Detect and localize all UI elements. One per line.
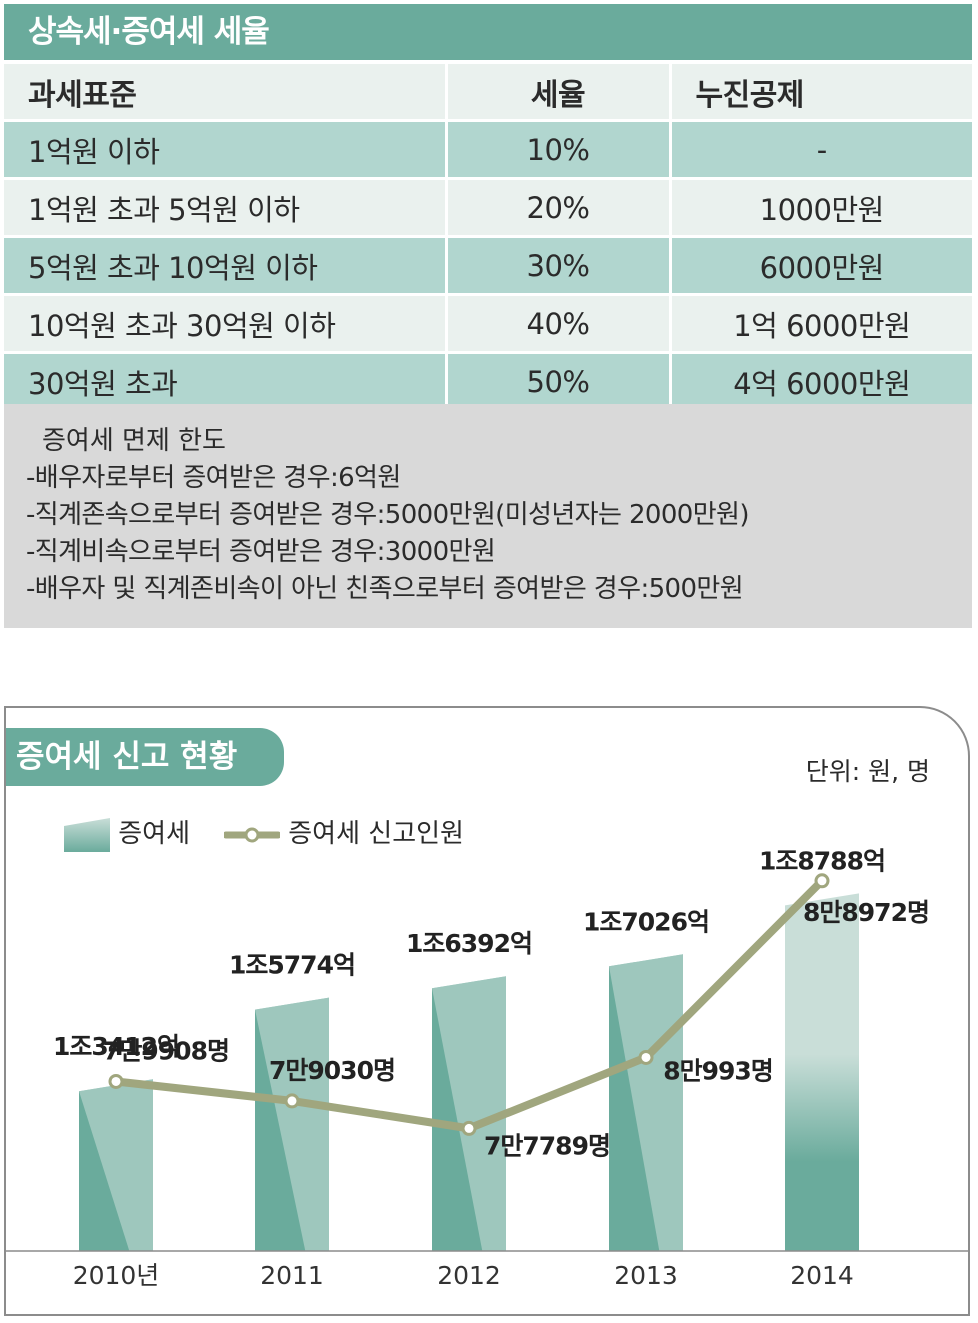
cell-base: 5억원 초과 10억원 이하 [4, 236, 448, 296]
bar [432, 976, 506, 1251]
line-point [461, 1120, 477, 1136]
tax-table-title: 상속세·증여세 세율 [4, 4, 972, 60]
line-value-label: 8만8972명 [803, 898, 929, 927]
bar [79, 1079, 153, 1251]
bar-body [785, 893, 859, 1251]
legend-label-line: 증여세 신고인원 [288, 819, 464, 849]
header-rate: 세율 [446, 64, 672, 122]
cell-rate: 50% [446, 352, 672, 412]
cell-deduction: 1억 6000만원 [670, 294, 972, 354]
bar-highlight [79, 1079, 153, 1251]
line-point [284, 1093, 300, 1109]
line-point [108, 1073, 124, 1089]
cell-deduction: 6000만원 [670, 236, 972, 296]
cell-base: 10억원 초과 30억원 이하 [4, 294, 448, 354]
bar-highlight [609, 954, 683, 1251]
bar-value-label: 1조8788억 [759, 846, 885, 875]
bars-layer [79, 893, 859, 1251]
x-tick-label: 2013 [614, 1261, 678, 1290]
labels-layer: 1조3412억 2010년 1조5774억 2011 1조6392억 2012 1조7026… [53, 846, 930, 1290]
note-line: -배우자로부터 증여받은 경우:6억원 [26, 463, 401, 493]
cell-rate: 30% [446, 236, 672, 296]
x-tick-label: 2014 [790, 1261, 854, 1290]
cell-deduction: 4억 6000만원 [670, 352, 972, 412]
cell-deduction: - [670, 120, 972, 180]
note-line: -직계비속으로부터 증여받은 경우:3000만원 [26, 537, 496, 567]
header-base: 과세표준 [4, 64, 448, 122]
note-line: -배우자 및 직계존비속이 아닌 친족으로부터 증여받은 경우:500만원 [26, 574, 744, 604]
bar [609, 954, 683, 1251]
note-title: 증여세 면제 한도 [42, 426, 226, 456]
cell-base: 1억원 초과 5억원 이하 [4, 178, 448, 238]
cell-rate: 10% [446, 120, 672, 180]
legend-label-bar: 증여세 [118, 819, 191, 849]
cell-deduction: 1000만원 [670, 178, 972, 238]
header-deduction: 누진공제 [670, 64, 972, 122]
table-row: 1억원 이하 10% - [4, 120, 972, 180]
legend-bar-swatch [64, 817, 110, 852]
bar [255, 997, 329, 1251]
legend-line-swatch [222, 827, 282, 842]
x-tick-label: 2012 [437, 1261, 501, 1290]
tax-rate-panel: 상속세·증여세 세율 과세표준 세율 누진공제 1억원 이하 10% - 1억원… [4, 4, 972, 628]
table-row: 1억원 초과 5억원 이하 20% 1000만원 [4, 178, 972, 238]
cell-base: 1억원 이하 [4, 120, 448, 180]
line-value-label: 7만7789명 [484, 1131, 610, 1160]
line-layer [108, 873, 830, 1136]
unit-label: 단위: 원, 명 [805, 757, 930, 786]
bar-highlight [432, 976, 506, 1251]
bar-highlight [255, 997, 329, 1251]
chart-canvas: 1조3412억 2010년 1조5774억 2011 1조6392억 2012 1조7026… [6, 846, 968, 1290]
note-line: -직계존속으로부터 증여받은 경우:5000만원(미성년자는 2000만원) [26, 500, 750, 530]
line-value-label: 8만993명 [663, 1056, 773, 1085]
line-value-label: 7만9030명 [269, 1056, 395, 1085]
exemption-note-box: 증여세 면제 한도 -배우자로부터 증여받은 경우:6억원 -직계존속으로부터 … [4, 404, 972, 628]
gift-tax-chart-panel: 1조3412억 2010년 1조5774억 2011 1조6392억 2012 1조7026… [4, 706, 970, 1316]
cell-rate: 20% [446, 178, 672, 238]
table-row: 10억원 초과 30억원 이하 40% 1억 6000만원 [4, 294, 972, 354]
legend-item-line: 증여세 신고인원 [222, 816, 464, 852]
bar-value-label: 1조6392억 [406, 929, 532, 958]
table-row: 30억원 초과 50% 4억 6000만원 [4, 352, 972, 412]
legend-item-bar: 증여세 [64, 816, 190, 852]
cell-base: 30억원 초과 [4, 352, 448, 412]
line-point [814, 873, 830, 889]
x-tick-label: 2011 [260, 1261, 324, 1290]
bar-value-label: 1조5774억 [229, 951, 355, 980]
line-value-label: 7만9908명 [103, 1036, 229, 1065]
x-tick-label: 2010년 [73, 1261, 160, 1290]
table-row: 5억원 초과 10억원 이하 30% 6000만원 [4, 236, 972, 296]
bar-value-label: 1조3412억 [53, 1032, 179, 1061]
bar [785, 893, 859, 1251]
chart-title: 증여세 신고 현황 [6, 728, 284, 786]
bar-value-label: 1조7026억 [583, 907, 709, 936]
table-header-row: 과세표준 세율 누진공제 [4, 64, 972, 122]
cell-rate: 40% [446, 294, 672, 354]
line-point [638, 1049, 654, 1065]
tax-rate-table: 과세표준 세율 누진공제 1억원 이하 10% - 1억원 초과 5억원 이하 … [4, 64, 972, 412]
